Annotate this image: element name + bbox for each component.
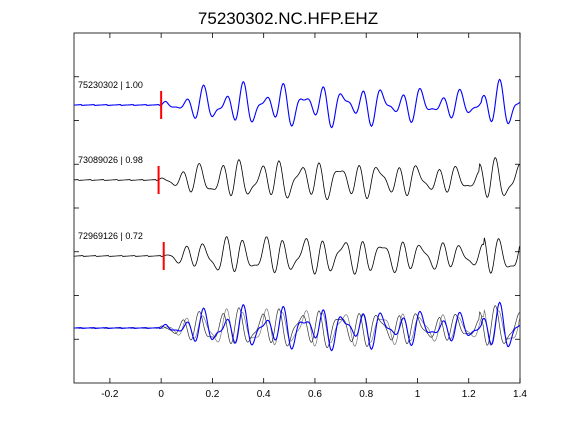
trace-line (73, 236, 520, 275)
traces-group (73, 78, 520, 352)
x-tick-label: -0.2 (101, 389, 119, 400)
overlay-trace-line (73, 301, 520, 352)
x-tick-label: 0.6 (308, 389, 322, 400)
x-tick-label: 1 (415, 389, 421, 400)
trace-label: 73089026 | 0.98 (78, 155, 143, 165)
x-tick-label: 1.4 (513, 389, 527, 400)
axis-ticks: -0.2 0 0.2 0.4 0.6 0.8 1 1.2 1.4 (74, 33, 527, 400)
trace-label: 72969126 | 0.72 (78, 231, 143, 241)
trace-line (73, 157, 520, 200)
x-tick-label: 0 (158, 389, 164, 400)
trace-label: 75230302 | 1.00 (78, 80, 143, 90)
x-tick-label: 0.8 (359, 389, 373, 400)
trace-labels: 75230302 | 1.00 73089026 | 0.98 72969126 |… (78, 80, 143, 241)
trace-line (73, 78, 520, 129)
x-tick-label: 0.4 (257, 389, 271, 400)
overlay-trace-line (73, 305, 520, 348)
x-tick-label: 1.2 (462, 389, 476, 400)
x-tick-label: 0.2 (205, 389, 219, 400)
chart-title: 75230302.NC.HFP.EHZ (198, 9, 378, 28)
